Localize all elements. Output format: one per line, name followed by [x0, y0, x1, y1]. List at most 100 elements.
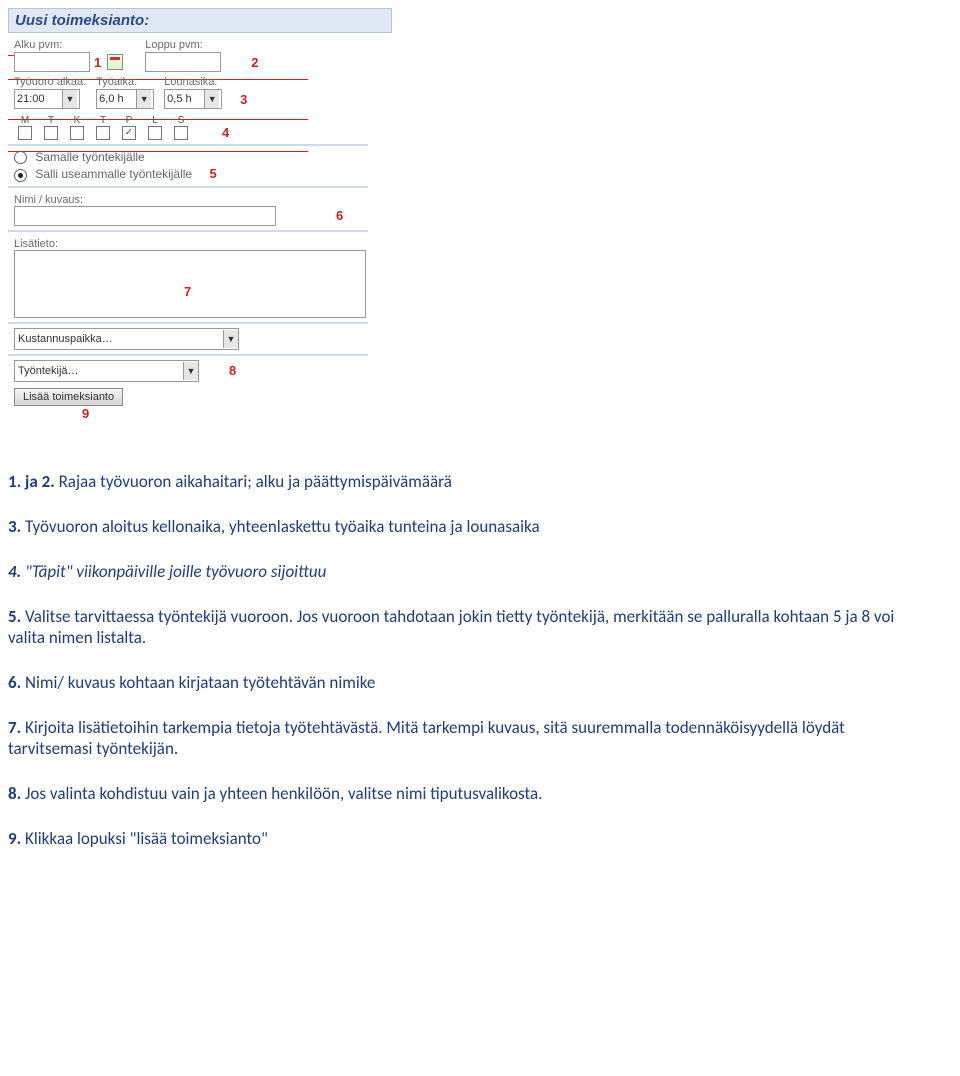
- radio-icon: [14, 169, 27, 182]
- row-dates: Alku pvm: 1 Loppu pvm: 2: [14, 39, 398, 72]
- day-checkbox[interactable]: ✓: [122, 126, 136, 140]
- label-work-hours: Työaika:: [96, 76, 154, 88]
- calendar-icon[interactable]: [107, 54, 123, 70]
- day-label: K: [74, 115, 81, 126]
- day-col: M: [14, 115, 36, 140]
- instruction-item: 4. "Täpit" viikonpäiville joille työvuor…: [8, 561, 908, 582]
- option-multiple-workers-label: Salli useammalle työntekijälle: [35, 167, 192, 181]
- annot-line-1: [8, 55, 14, 56]
- instruction-item: 5. Valitse tarvittaessa työntekijä vuoro…: [8, 606, 908, 648]
- day-col: T: [40, 115, 62, 140]
- input-name[interactable]: [14, 206, 276, 226]
- day-checkbox[interactable]: [70, 126, 84, 140]
- submit-button[interactable]: Lisää toimeksianto: [14, 388, 123, 406]
- field-work-hours: Työaika: 6,0 h ▼: [96, 76, 154, 109]
- instruction-number: 6.: [8, 672, 21, 693]
- input-start-date[interactable]: [14, 52, 90, 72]
- instruction-text: Valitse tarvittaessa työntekijä vuoroon.…: [8, 606, 894, 648]
- day-label: M: [21, 115, 29, 126]
- label-extra: Lisätieto:: [14, 238, 58, 250]
- day-label: P: [126, 115, 133, 126]
- field-start-date: Alku pvm: 1: [14, 39, 123, 72]
- day-label: S: [178, 115, 185, 126]
- radio-icon: [14, 151, 27, 164]
- row-submit: Lisää toimeksianto: [14, 382, 398, 406]
- day-label: T: [100, 115, 106, 126]
- days-container: M T K T P✓ L S: [14, 115, 192, 140]
- select-work-hours[interactable]: 6,0 h ▼: [96, 89, 154, 109]
- day-col: K: [66, 115, 88, 140]
- row-shift: Työuoro alkaa: 21:00 ▼ Työaika: 6,0 h ▼ …: [14, 76, 398, 109]
- instruction-number: 1. ja 2.: [8, 471, 55, 492]
- day-col: P✓: [118, 115, 140, 140]
- day-label: L: [152, 115, 158, 126]
- field-name: Nimi / kuvaus: 6: [14, 192, 398, 226]
- instruction-text: Klikkaa lopuksi "lisää toimeksianto": [21, 828, 268, 849]
- chevron-down-icon: ▼: [183, 362, 198, 380]
- input-end-date[interactable]: [145, 52, 221, 72]
- label-name: Nimi / kuvaus:: [14, 194, 83, 206]
- separator: [8, 230, 368, 232]
- instruction-text: Rajaa työvuoron aikahaitari; alku ja pää…: [55, 471, 452, 492]
- instruction-item: 7. Kirjoita lisätietoihin tarkempia tiet…: [8, 717, 908, 759]
- section-title: Uusi toimeksianto:: [8, 8, 392, 33]
- label-start-date: Alku pvm:: [14, 39, 123, 51]
- field-lunch: Lounasika: 0,5 h ▼: [164, 76, 222, 109]
- day-label: T: [48, 115, 54, 126]
- day-checkbox[interactable]: [96, 126, 110, 140]
- instruction-text: Nimi/ kuvaus kohtaan kirjataan työtehtäv…: [21, 672, 375, 693]
- day-col: T: [92, 115, 114, 140]
- field-cost-center: Kustannuspaikka… ▼: [14, 328, 398, 350]
- day-checkbox[interactable]: [174, 126, 188, 140]
- annot-4: 4: [222, 125, 229, 140]
- field-worker: Työntekijä… ▼ 8: [14, 360, 398, 382]
- separator: [8, 354, 368, 356]
- instruction-number: 5.: [8, 606, 21, 627]
- day-checkbox[interactable]: [18, 126, 32, 140]
- field-end-date: Loppu pvm:: [145, 39, 221, 72]
- day-col: L: [144, 115, 166, 140]
- select-lunch[interactable]: 0,5 h ▼: [164, 89, 222, 109]
- instruction-text: Työvuoron aloitus kellonaika, yhteenlask…: [21, 516, 539, 537]
- form-area: Alku pvm: 1 Loppu pvm: 2 Työuoro alkaa: …: [8, 39, 398, 421]
- annot-1: 1: [94, 55, 101, 70]
- day-checkbox[interactable]: [148, 126, 162, 140]
- select-cost-center[interactable]: Kustannuspaikka… ▼: [14, 328, 239, 350]
- instructions: 1. ja 2. Rajaa työvuoron aikahaitari; al…: [8, 471, 908, 849]
- chevron-down-icon: ▼: [136, 90, 151, 108]
- annot-2: 2: [251, 55, 258, 70]
- instruction-number: 3.: [8, 516, 21, 537]
- instruction-number: 4.: [8, 561, 21, 582]
- separator: [8, 322, 368, 324]
- select-lunch-value: 0,5 h: [167, 93, 191, 105]
- option-multiple-workers[interactable]: Salli useammalle työntekijälle 5: [14, 166, 398, 181]
- annot-6: 6: [336, 208, 343, 223]
- instruction-item: 6. Nimi/ kuvaus kohtaan kirjataan työteh…: [8, 672, 908, 693]
- annot-line-4: [8, 151, 308, 152]
- select-cost-center-value: Kustannuspaikka…: [18, 333, 113, 345]
- select-worker[interactable]: Työntekijä… ▼: [14, 360, 199, 382]
- chevron-down-icon: ▼: [204, 90, 219, 108]
- option-same-worker[interactable]: Samalle työntekijälle: [14, 150, 398, 164]
- instruction-text: "Täpit" viikonpäiville joille työvuoro s…: [21, 561, 326, 582]
- day-col: S: [170, 115, 192, 140]
- label-shift-start: Työuoro alkaa:: [14, 76, 86, 88]
- annot-9: 9: [82, 406, 89, 421]
- instruction-number: 9.: [8, 828, 21, 849]
- field-shift-start: Työuoro alkaa: 21:00 ▼: [14, 76, 86, 109]
- annot-9-wrap: 9: [82, 406, 398, 421]
- day-checkbox[interactable]: [44, 126, 58, 140]
- row-days: M T K T P✓ L S 4: [14, 113, 398, 140]
- instruction-item: 1. ja 2. Rajaa työvuoron aikahaitari; al…: [8, 471, 908, 492]
- label-lunch: Lounasika:: [164, 76, 222, 88]
- select-worker-value: Työntekijä…: [18, 365, 79, 377]
- annot-3: 3: [240, 92, 247, 107]
- option-same-worker-label: Samalle työntekijälle: [35, 150, 144, 164]
- select-shift-start[interactable]: 21:00 ▼: [14, 89, 80, 109]
- radio-dot-icon: [18, 173, 23, 178]
- instruction-number: 8.: [8, 783, 21, 804]
- instruction-item: 9. Klikkaa lopuksi "lisää toimeksianto": [8, 828, 908, 849]
- annot-8: 8: [229, 363, 236, 378]
- select-shift-start-value: 21:00: [17, 93, 45, 105]
- chevron-down-icon: ▼: [62, 90, 77, 108]
